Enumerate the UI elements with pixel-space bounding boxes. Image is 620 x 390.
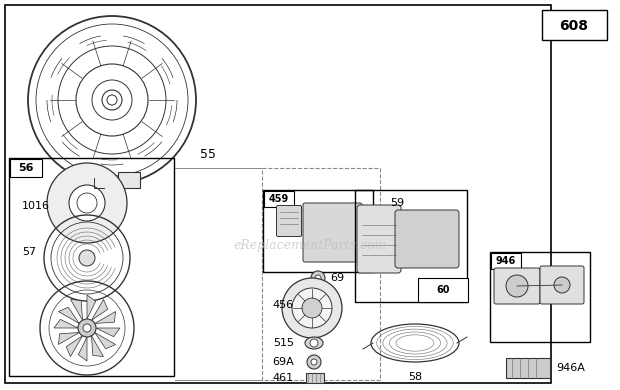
Circle shape [315, 275, 321, 281]
Text: 461: 461 [273, 373, 294, 383]
Text: 608: 608 [559, 19, 588, 33]
Circle shape [282, 278, 342, 338]
Circle shape [307, 355, 321, 369]
Text: 946A: 946A [556, 363, 585, 373]
Circle shape [69, 185, 105, 221]
Polygon shape [58, 307, 79, 323]
Text: 59: 59 [390, 198, 404, 208]
Polygon shape [92, 300, 108, 320]
Bar [84, 172, 106, 188]
Text: 459: 459 [269, 194, 289, 204]
FancyBboxPatch shape [303, 203, 362, 262]
Bar [306, 373, 324, 383]
Circle shape [83, 324, 91, 332]
Text: 946: 946 [496, 256, 516, 266]
Bar [491, 253, 521, 269]
Circle shape [47, 163, 127, 243]
Bar [490, 252, 590, 342]
Text: eReplacementParts.com: eReplacementParts.com [233, 239, 387, 252]
Circle shape [292, 288, 332, 328]
Polygon shape [58, 333, 79, 344]
FancyBboxPatch shape [277, 206, 301, 236]
Text: 69: 69 [330, 273, 344, 283]
Text: 456: 456 [273, 300, 294, 310]
Polygon shape [92, 336, 104, 356]
Polygon shape [95, 333, 115, 349]
Bar [542, 10, 607, 40]
Text: 58: 58 [408, 372, 422, 382]
Polygon shape [71, 300, 82, 320]
Text: 55: 55 [200, 149, 216, 161]
Bar [355, 190, 467, 302]
Text: 60: 60 [436, 285, 450, 295]
Text: 515: 515 [273, 338, 294, 348]
Circle shape [302, 298, 322, 318]
Polygon shape [78, 337, 87, 361]
Bar [264, 191, 294, 207]
FancyBboxPatch shape [540, 266, 584, 304]
Circle shape [310, 339, 318, 347]
Circle shape [554, 277, 570, 293]
Polygon shape [66, 336, 82, 356]
Polygon shape [96, 328, 120, 337]
Bar [5, 5, 551, 383]
Circle shape [506, 275, 528, 297]
Bar [263, 190, 373, 272]
Bar [118, 172, 140, 188]
Text: 1016: 1016 [22, 201, 50, 211]
Bar [418, 278, 468, 302]
Polygon shape [54, 319, 78, 328]
Circle shape [78, 319, 96, 337]
Polygon shape [87, 295, 95, 319]
Text: 57: 57 [22, 247, 36, 257]
Circle shape [79, 250, 95, 266]
Text: 56: 56 [18, 163, 33, 173]
FancyBboxPatch shape [395, 210, 459, 268]
Bar [506, 358, 550, 378]
Bar [10, 159, 42, 177]
Bar [9, 158, 174, 376]
Polygon shape [95, 312, 115, 323]
Ellipse shape [305, 337, 323, 349]
Circle shape [311, 359, 317, 365]
Circle shape [311, 271, 325, 285]
FancyBboxPatch shape [494, 268, 540, 304]
Bar [262, 168, 380, 380]
FancyBboxPatch shape [357, 205, 401, 273]
Text: 69A: 69A [272, 357, 294, 367]
